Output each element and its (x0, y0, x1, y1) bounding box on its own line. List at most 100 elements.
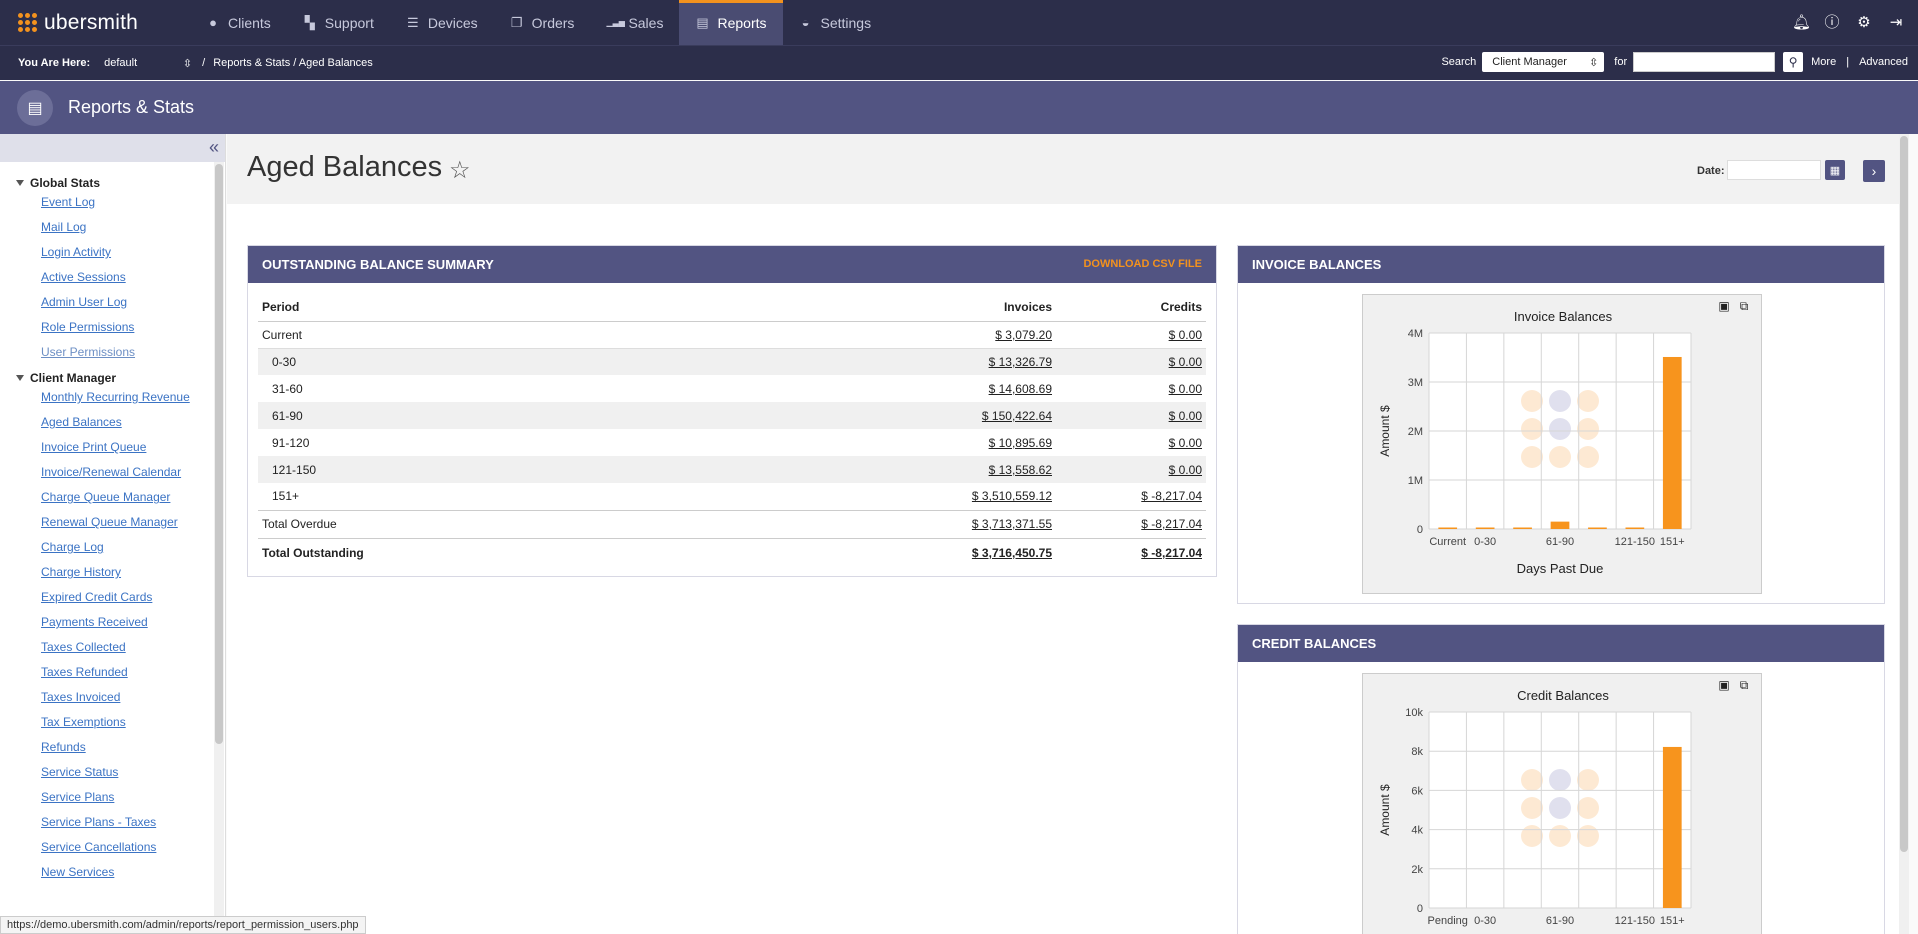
sidebar-item-refunds[interactable]: Refunds (41, 740, 86, 754)
invoice-panel-title: INVOICE BALANCES (1252, 257, 1382, 272)
brand-select[interactable]: default ⇳ (104, 57, 192, 70)
credit-panel-title: CREDIT BALANCES (1252, 636, 1377, 651)
page-title-bar: Aged Balances ☆ Date: ▦ › (227, 134, 1909, 204)
nav-devices[interactable]: ☰ Devices (390, 0, 494, 45)
sidebar-item-invoice-renewal-calendar[interactable]: Invoice/Renewal Calendar (41, 465, 182, 479)
download-csv-link[interactable]: DOWNLOAD CSV FILE (1083, 258, 1202, 270)
sidebar-item-taxes-invoiced[interactable]: Taxes Invoiced (41, 690, 121, 704)
search-for-label: for (1614, 56, 1628, 68)
invoices-amount-link[interactable]: $ 14,608.69 (988, 381, 1052, 396)
sidebar-group-client-manager: Client Manager Monthly Recurring Revenue A… (0, 371, 225, 885)
date-input[interactable] (1727, 160, 1821, 180)
credits-amount-link[interactable]: $ -8,217.04 (1141, 489, 1202, 504)
credits-amount-link[interactable]: $ 0.00 (1168, 408, 1202, 423)
main-scrollbar[interactable] (1899, 134, 1909, 934)
external-link-icon[interactable]: ⧉ (1739, 299, 1749, 313)
sidebar-item-service-status[interactable]: Service Status (41, 765, 119, 779)
nav-reports[interactable]: ▤ Reports (679, 0, 783, 45)
advanced-link[interactable]: Advanced (1859, 56, 1908, 68)
sidebar-group-title[interactable]: Global Stats (0, 176, 225, 190)
credits-amount-link[interactable]: $ 0.00 (1168, 354, 1202, 369)
external-link-icon[interactable]: ⧉ (1739, 678, 1749, 692)
sidebar-item-monthly-recurring-revenue[interactable]: Monthly Recurring Revenue (41, 390, 190, 404)
search-icon[interactable]: ⚲ (1783, 52, 1804, 72)
page-title: Aged Balances (247, 151, 443, 183)
sidebar-item-renewal-queue-manager[interactable]: Renewal Queue Manager (41, 515, 178, 529)
sidebar-item-taxes-collected[interactable]: Taxes Collected (41, 640, 126, 654)
x-axis-label: Days Past Due (1517, 561, 1604, 576)
invoices-amount-link[interactable]: $ 13,558.62 (988, 462, 1052, 477)
sidebar-item-tax-exemptions[interactable]: Tax Exemptions (41, 715, 126, 729)
sidebar-item-invoice-print-queue[interactable]: Invoice Print Queue (41, 440, 147, 454)
nav-orders[interactable]: ❐ Orders (494, 0, 591, 45)
sidebar-group-title[interactable]: Client Manager (0, 371, 225, 385)
sidebar-item-mail-log[interactable]: Mail Log (41, 220, 87, 234)
sidebar-scroll-thumb[interactable] (215, 164, 223, 744)
collapse-sidebar-icon[interactable]: « (208, 137, 219, 157)
sidebar-item-service-plans-taxes[interactable]: Service Plans - Taxes (41, 815, 157, 829)
sidebar-item-service-plans[interactable]: Service Plans (41, 790, 115, 804)
invoices-header: Invoices (700, 293, 1056, 322)
sidebar-item-charge-queue-manager[interactable]: Charge Queue Manager (41, 490, 171, 504)
sidebar-item-role-permissions[interactable]: Role Permissions (41, 320, 135, 334)
calendar-icon[interactable]: ▦ (1825, 160, 1845, 180)
invoices-amount-link[interactable]: $ 150,422.64 (981, 408, 1052, 423)
invoices-amount-link[interactable]: $ 3,713,371.55 (971, 517, 1052, 531)
credits-amount-link[interactable]: $ 0.00 (1168, 435, 1202, 450)
breadcrumb[interactable]: Reports & Stats / Aged Balances (213, 57, 373, 69)
gear-icon[interactable]: ⚙ (1857, 13, 1871, 31)
credits-cell: $ -8,217.04 (1056, 537, 1206, 567)
sidebar-item-aged-balances[interactable]: Aged Balances (41, 415, 122, 429)
search-scope-select[interactable]: Client Manager ⇳ (1482, 52, 1605, 72)
favorite-star-icon[interactable]: ☆ (449, 157, 471, 184)
credits-amount-link[interactable]: $ 0.00 (1168, 327, 1202, 342)
more-link[interactable]: More (1811, 56, 1837, 68)
period-cell: 61-90 (258, 402, 701, 429)
user-icon: ● (209, 14, 217, 30)
nav-support[interactable]: ▚ Support (287, 0, 390, 45)
sidebar-item-new-services[interactable]: New Services (41, 865, 115, 879)
sidebar-item-charge-history[interactable]: Charge History (41, 565, 122, 579)
main-scroll-thumb[interactable] (1900, 136, 1908, 852)
sidebar-item-charge-log[interactable]: Charge Log (41, 540, 104, 554)
search-input[interactable] (1633, 52, 1776, 72)
x-tick-label: 151+ (1660, 915, 1685, 927)
save-icon[interactable]: ▣ (1718, 678, 1730, 692)
y-tick-label: 2k (1411, 864, 1423, 876)
sidebar-item-event-log[interactable]: Event Log (41, 195, 96, 209)
credits-amount-link[interactable]: $ -8,217.04 (1141, 545, 1202, 560)
bell-icon[interactable]: 🔔︎ (1792, 13, 1812, 31)
invoices-amount-link[interactable]: $ 3,510,559.12 (971, 489, 1052, 504)
credits-amount-link[interactable]: $ 0.00 (1168, 462, 1202, 477)
credits-cell: $ 0.00 (1056, 402, 1206, 429)
credits-cell: $ 0.00 (1056, 429, 1206, 456)
go-arrow-icon[interactable]: › (1863, 160, 1885, 182)
help-icon[interactable]: ⓘ (1824, 13, 1840, 31)
bar-151 (1662, 356, 1682, 529)
sidebar-item-service-cancellations[interactable]: Service Cancellations (41, 840, 157, 854)
ubersmith-logo[interactable]: ubersmith (0, 11, 190, 35)
sidebar-item-active-sessions[interactable]: Active Sessions (41, 270, 126, 284)
invoices-amount-link[interactable]: $ 3,716,450.75 (971, 545, 1052, 560)
invoices-amount-link[interactable]: $ 10,895.69 (988, 435, 1052, 450)
sidebar-item-expired-credit-cards[interactable]: Expired Credit Cards (41, 590, 153, 604)
period-cell: 31-60 (272, 381, 303, 396)
invoices-amount-link[interactable]: $ 3,079.20 (995, 327, 1052, 342)
sidebar-item-user-permissions[interactable]: User Permissions (41, 345, 136, 359)
sidebar-item-taxes-refunded[interactable]: Taxes Refunded (41, 665, 128, 679)
expand-triangle-icon (16, 375, 24, 381)
credits-amount-link[interactable]: $ 0.00 (1168, 381, 1202, 396)
invoice-chart-svg: 0 1M 2M 3M 4M Current 0-30 61-90 121-150 151+ Invo… (1378, 309, 1692, 576)
nav-settings[interactable]: ◒ Settings (783, 0, 888, 45)
invoices-amount-link[interactable]: $ 13,326.79 (988, 354, 1052, 369)
sidebar-item-login-activity[interactable]: Login Activity (41, 245, 112, 259)
sidebar-item-payments-received[interactable]: Payments Received (41, 615, 148, 629)
sidebar-item-admin-user-log[interactable]: Admin User Log (41, 295, 128, 309)
logout-icon[interactable]: ⇥ (1889, 13, 1903, 31)
search-label: Search (1441, 56, 1477, 68)
nav-sales[interactable]: ▁▃▅ Sales (590, 0, 679, 45)
nav-clients[interactable]: ● Clients (190, 0, 287, 45)
credits-amount-link[interactable]: $ -8,217.04 (1141, 517, 1202, 531)
save-icon[interactable]: ▣ (1718, 299, 1730, 313)
watermark-dot (1521, 390, 1543, 412)
